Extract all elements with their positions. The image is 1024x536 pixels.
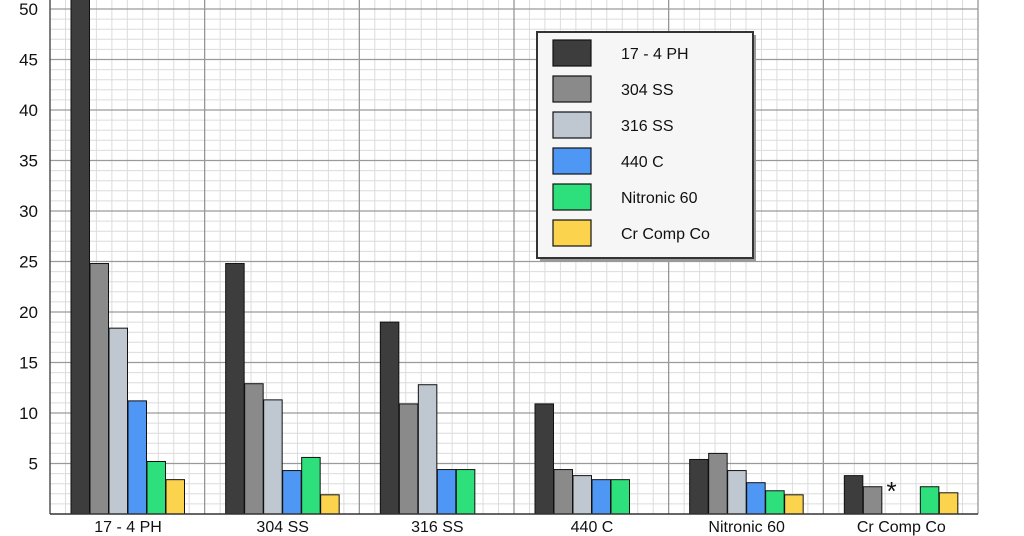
bar	[610, 479, 630, 515]
bar	[127, 400, 147, 515]
legend-label: 440 C	[621, 154, 664, 171]
bar	[89, 263, 109, 515]
bar	[244, 383, 264, 515]
y-tick-label: 50	[19, 0, 38, 19]
bar	[398, 403, 419, 515]
y-tick-label: 25	[19, 253, 38, 272]
y-tick-label: 45	[19, 51, 38, 70]
bar	[417, 384, 438, 515]
legend: 17 - 4 PH 304 SS 316 SS 440 C Nitronic 60 Cr …	[536, 31, 756, 261]
bar	[591, 479, 611, 515]
bar	[938, 492, 959, 515]
legend-swatch	[552, 183, 592, 211]
legend-swatch	[552, 39, 592, 67]
bar	[553, 469, 573, 515]
major-grid	[50, 0, 979, 514]
bar	[70, 0, 90, 515]
y-tick-label: 15	[19, 354, 38, 373]
y-tick-label: 40	[19, 101, 38, 120]
legend-label: Nitronic 60	[621, 190, 698, 207]
bar	[534, 403, 554, 515]
bar	[146, 460, 166, 515]
x-tick-label: Cr Comp Co	[857, 519, 946, 536]
y-tick-label: 35	[19, 152, 38, 171]
legend-label: Cr Comp Co	[621, 226, 710, 243]
bar	[919, 486, 940, 515]
bar	[263, 399, 283, 515]
bar	[436, 469, 457, 515]
x-tick-label: 440 C	[571, 519, 614, 536]
y-tick-label: 20	[19, 303, 38, 322]
bar	[746, 482, 766, 515]
bars	[70, 0, 959, 515]
bar	[843, 475, 864, 515]
bar	[165, 479, 185, 515]
legend-label: 17 - 4 PH	[621, 46, 689, 63]
bar	[784, 494, 804, 515]
legend-swatch	[552, 75, 592, 103]
y-tick-label: 30	[19, 202, 38, 221]
bar	[765, 490, 785, 515]
x-tick-label: 316 SS	[411, 519, 463, 536]
y-tick-label: 5	[29, 455, 38, 474]
bar	[379, 321, 400, 515]
legend-swatch	[552, 147, 592, 175]
bar	[689, 458, 709, 515]
bar	[225, 263, 245, 515]
legend-label: 304 SS	[621, 82, 673, 99]
legend-swatch	[552, 111, 592, 139]
annotations: *	[887, 476, 897, 506]
legend-swatch	[552, 219, 592, 247]
bar	[108, 327, 128, 515]
x-tick-label: 304 SS	[256, 519, 308, 536]
bar	[455, 469, 476, 515]
bar	[320, 494, 340, 515]
x-tick-label: Nitronic 60	[708, 519, 785, 536]
annotation-label: *	[887, 476, 897, 506]
bar	[301, 456, 321, 515]
legend-label: 316 SS	[621, 118, 673, 135]
y-tick-label: 10	[19, 404, 38, 423]
bar	[708, 452, 728, 515]
bar	[572, 475, 592, 515]
bar	[727, 470, 747, 515]
bar	[862, 486, 883, 515]
y-axis: 5 10 15 20 25 30 35 40 45 50	[19, 0, 51, 514]
bar	[282, 470, 302, 515]
x-axis: 17 - 4 PH 304 SS 316 SS 440 C Nitronic 60 Cr …	[50, 513, 978, 536]
x-tick-label: 17 - 4 PH	[94, 519, 162, 536]
